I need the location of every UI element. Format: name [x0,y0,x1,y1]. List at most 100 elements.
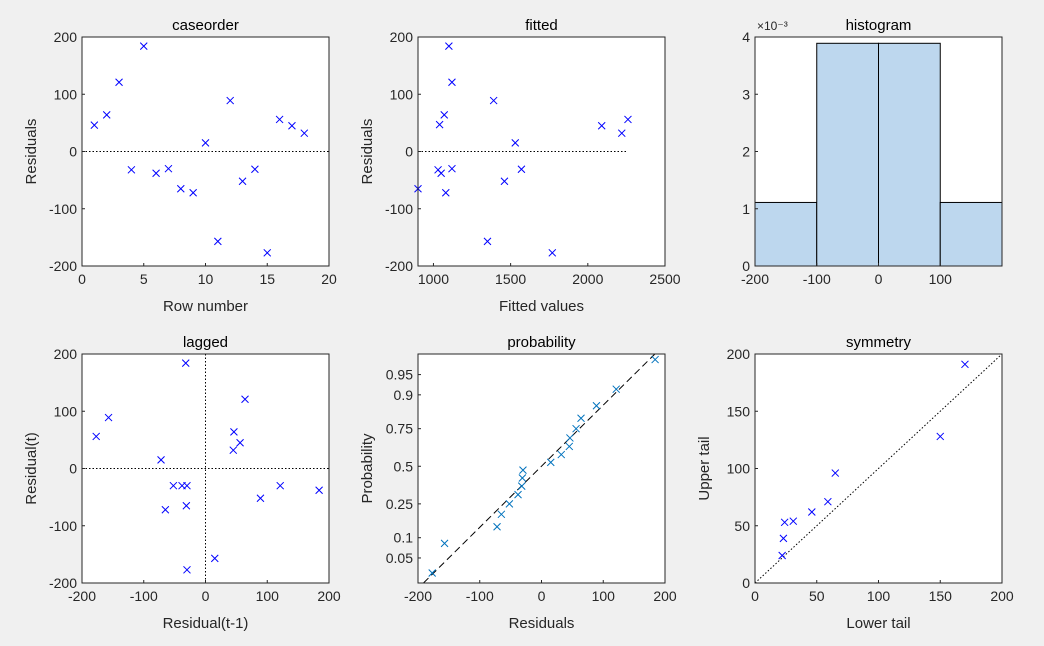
caseorder-point [226,96,235,105]
caseorder-point [251,165,259,174]
caseorder-xtick-label: 20 [321,271,337,287]
lagged-plot: -200 -100 0 100 200 -200 -100 0 100 200 lagged Resi… [23,334,341,632]
lagged-point [276,481,285,490]
lagged-title: lagged [183,334,228,351]
caseorder-point [152,169,160,178]
probability-ytick-label: 0.5 [394,458,414,474]
symmetry-point [936,432,945,441]
fitted-point [597,121,606,130]
probability-xtick-label: -200 [404,588,432,604]
fitted-point [437,169,446,178]
histogram-ytick-label: 4 [742,29,750,45]
histogram-bar [816,42,879,267]
fitted-point [435,120,444,129]
probability-point [566,434,574,442]
caseorder-point [263,248,272,257]
caseorder-ytick-label: -100 [49,201,77,217]
fitted-ytick-label: 200 [390,29,414,45]
lagged-point [315,486,323,495]
caseorder-point [288,121,296,130]
probability-ytick-label: 0.9 [394,387,414,403]
caseorder-point [189,188,198,197]
fitted-point [511,139,520,147]
fitted-point [548,248,557,257]
symmetry-point [824,497,832,506]
histogram-bar [939,201,1003,267]
lagged-point [104,413,113,422]
caseorder-point [102,111,111,119]
fitted-plot: 1000 1500 2000 2500 -200 -100 0 100 200 fitted Fit… [359,17,681,315]
symmetry-ytick-label: 200 [727,346,751,362]
lagged-point [256,494,265,503]
histogram-xtick-label: -100 [803,271,831,287]
fitted-point [441,188,450,197]
fitted-xlabel: Fitted values [499,298,584,315]
lagged-point [157,456,165,464]
probability-ylabel: Probability [359,433,376,504]
lagged-ytick-label: -100 [49,518,77,534]
lagged-ylabel: Residual(t) [23,432,40,505]
caseorder-ytick-label: -200 [49,258,77,274]
fitted-xtick-label: 2000 [572,271,603,287]
probability-point [514,490,522,499]
caseorder-xtick-label: 0 [78,271,86,287]
symmetry-diagonal [754,353,1003,584]
fitted-point [624,115,632,124]
histogram-xtick-label: 100 [929,271,953,287]
probability-axes-background [418,354,665,583]
symmetry-point [778,551,787,560]
caseorder-ytick-label: 200 [54,29,78,45]
symmetry-point [789,517,798,526]
probability-point [592,401,601,410]
lagged-point [182,501,191,510]
symmetry-title: symmetry [846,334,911,351]
probability-point [557,450,566,459]
probability-point [651,355,659,364]
symmetry-point [831,469,840,477]
lagged-xtick-label: -200 [68,588,96,604]
lagged-point [183,565,191,574]
probability-point [565,442,574,451]
probability-plot: -200 -100 0 100 200 0.05 0.1 0.25 0.5 0.75 0.9 0.95… [359,334,677,632]
fitted-point [448,78,456,87]
lagged-point [181,359,190,368]
lagged-xtick-label: 100 [256,588,280,604]
probability-xtick-label: 100 [592,588,616,604]
lagged-xtick-label: 200 [317,588,341,604]
probability-ytick-label: 0.05 [386,550,413,566]
fitted-point [440,111,449,119]
symmetry-xtick-label: 150 [929,588,953,604]
symmetry-xtick-label: 100 [867,588,891,604]
caseorder-title: caseorder [172,17,239,34]
probability-point [519,466,527,475]
fitted-point [483,237,492,246]
caseorder-xtick-label: 5 [140,271,148,287]
fitted-point [517,165,526,174]
symmetry-xtick-label: 200 [990,588,1014,604]
probability-point [517,482,526,490]
lagged-point [230,428,238,436]
lagged-ytick-label: 0 [69,461,77,477]
symmetry-ylabel: Upper tail [696,436,713,500]
symmetry-xlabel: Lower tail [846,615,910,632]
caseorder-ytick-label: 0 [69,144,77,160]
caseorder-xtick-label: 10 [198,271,214,287]
lagged-point [183,481,191,490]
symmetry-ytick-label: 50 [734,518,750,534]
probability-point [493,522,501,531]
fitted-ytick-label: 0 [405,144,413,160]
histogram-ytick-label: 1 [742,201,750,217]
caseorder-point [139,42,148,51]
symmetry-plot: 0 50 100 150 200 0 50 100 150 200 symmetry Lower ta… [696,334,1014,632]
histogram-bar [754,201,818,267]
probability-ytick-label: 0.1 [394,530,414,546]
fitted-point [445,42,453,51]
caseorder-plot: 0 5 10 15 20 -200 -100 0 100 200 caseorder Row numb… [23,17,337,315]
symmetry-xtick-label: 50 [809,588,825,604]
fitted-point [489,96,498,105]
fitted-ylabel: Residuals [359,119,376,185]
probability-title: probability [507,334,576,351]
lagged-point [210,554,219,563]
caseorder-point [213,237,222,246]
lagged-point [169,481,178,490]
